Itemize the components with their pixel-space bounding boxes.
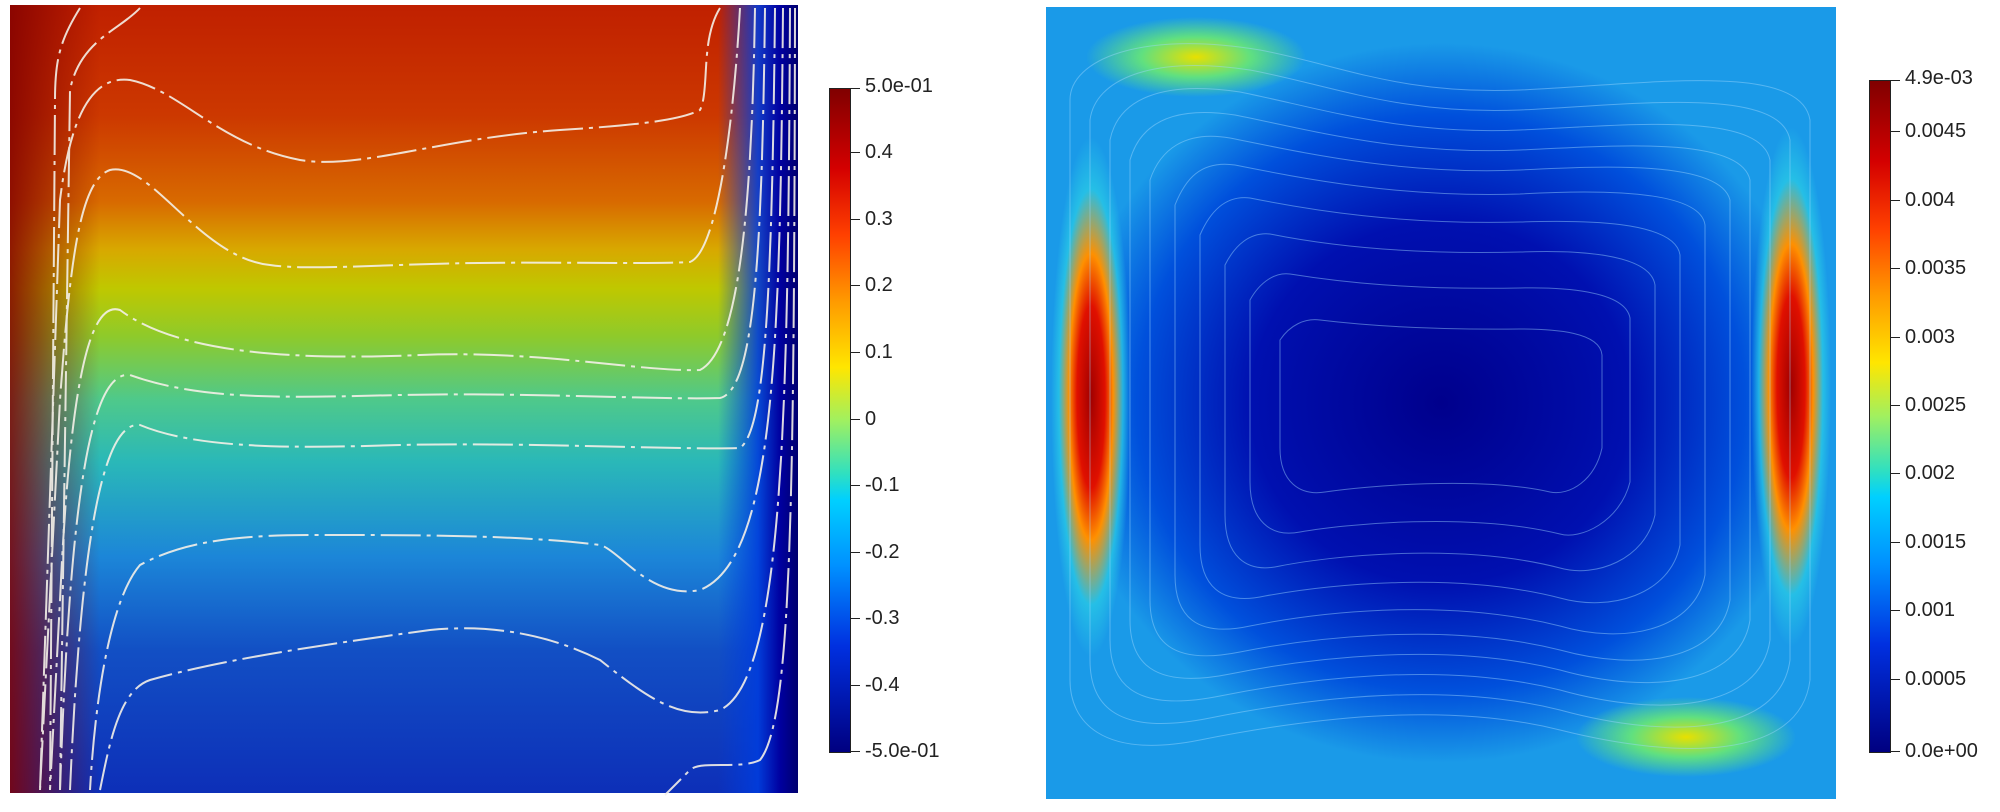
right-colorbar-tick-label: 0.0015 (1905, 531, 1967, 553)
left-colorbar-tick-label: -0.3 (865, 607, 900, 629)
streamline (1279, 319, 1603, 494)
left-colorbar-tick-label: 0.4 (865, 141, 893, 163)
right-colorbar-tick-label: 0.0005 (1905, 668, 1967, 690)
right-colorbar-tick (1890, 337, 1900, 338)
left-colorbar-tick (850, 419, 860, 420)
right-colorbar-tick (1890, 200, 1900, 201)
right-colorbar-tick-label: 0.002 (1905, 462, 1956, 484)
velocity-magnitude-plot (1046, 7, 1836, 799)
streamline (1199, 197, 1681, 604)
left-colorbar-tick (850, 685, 860, 686)
isoline (39, 7, 721, 791)
right-colorbar-tick (1890, 679, 1900, 680)
right-colorbar-tick (1890, 405, 1900, 406)
right-colorbar (1869, 80, 1891, 753)
streamline (1129, 111, 1751, 684)
left-colorbar (829, 88, 851, 753)
left-colorbar-tick-label: 0.2 (865, 274, 893, 296)
streamline (1149, 135, 1731, 661)
streamline (1089, 65, 1791, 728)
left-colorbar-tick (850, 352, 860, 353)
right-colorbar-tick (1890, 80, 1900, 81)
left-colorbar-tick (850, 88, 860, 89)
left-colorbar-tick-label: 0.3 (865, 208, 893, 230)
isoline (49, 7, 756, 791)
isoline (39, 7, 741, 791)
left-colorbar-tick (850, 552, 860, 553)
right-colorbar-tick-label: 0.003 (1905, 326, 1956, 348)
left-colorbar-tick-label: -0.2 (865, 541, 900, 563)
left-colorbar-min-label: -5.0e-01 (865, 740, 940, 762)
isoline (89, 7, 784, 791)
left-colorbar-tick-label: 0 (865, 408, 877, 430)
right-colorbar-min-label: 0.0e+00 (1905, 740, 1978, 762)
right-colorbar-tick (1890, 473, 1900, 474)
left-colorbar-tick (850, 618, 860, 619)
right-colorbar-tick-label: 0.0045 (1905, 120, 1967, 142)
right-colorbar-tick (1890, 542, 1900, 543)
right-colorbar-max-label: 4.9e-03 (1905, 67, 1973, 89)
left-colorbar-tick (850, 285, 860, 286)
streamline (1109, 88, 1771, 706)
isoline (59, 7, 766, 791)
isoline (69, 7, 776, 791)
right-colorbar-tick-label: 0.001 (1905, 599, 1956, 621)
right-colorbar-tick-label: 0.004 (1905, 189, 1956, 211)
left-colorbar-tick (850, 152, 860, 153)
left-colorbar-tick (850, 485, 860, 486)
left-colorbar-tick-label: -0.4 (865, 674, 900, 696)
isoline (99, 7, 791, 791)
streamline (1174, 163, 1706, 635)
left-colorbar-tick-label: 0.1 (865, 341, 893, 363)
isoline (664, 7, 796, 796)
streamline (1069, 43, 1811, 749)
left-colorbar-tick (850, 751, 860, 752)
right-colorbar-tick (1890, 751, 1900, 752)
isoline (49, 7, 81, 791)
right-colorbar-tick-label: 0.0025 (1905, 394, 1967, 416)
right-colorbar-tick (1890, 131, 1900, 132)
right-colorbar-tick-label: 0.0035 (1905, 257, 1967, 279)
streamline (1249, 273, 1631, 536)
isoline-overlay (39, 7, 796, 796)
left-colorbar-max-label: 5.0e-01 (865, 75, 933, 97)
right-colorbar-tick (1890, 268, 1900, 269)
right-colorbar-tick (1890, 610, 1900, 611)
left-colorbar-tick-label: -0.1 (865, 474, 900, 496)
streamline (1224, 233, 1656, 572)
isoline (59, 7, 141, 791)
left-colorbar-tick (850, 219, 860, 220)
